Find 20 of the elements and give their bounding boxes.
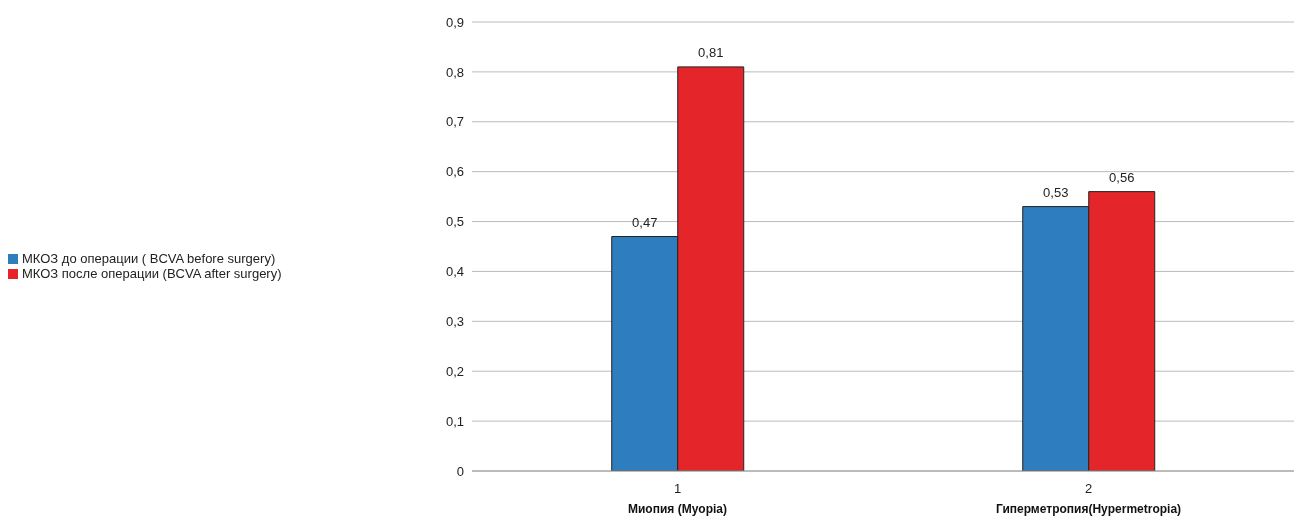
y-tick-label: 0,4 (445, 264, 464, 280)
y-tick-label: 0,2 (445, 363, 464, 379)
y-tick-label: 0,7 (445, 114, 464, 130)
y-tick-label: 0,5 (445, 214, 464, 230)
y-tick-label: 0,6 (445, 164, 464, 180)
text: Миопия (Myopia) (628, 502, 727, 516)
data-label: 0,53 (1043, 184, 1069, 200)
y-tick-label: 0,1 (445, 413, 464, 429)
legend-label: МКОЗ после операции (BCVA after surgery) (22, 265, 282, 281)
data-label: 0,81 (698, 44, 724, 60)
x-tick-label: 1 (673, 481, 682, 496)
data-label: 0,47 (632, 214, 658, 230)
x-tick-label: 2 (1084, 481, 1093, 496)
text: Гиперметропия(Hypermetropia) (995, 502, 1182, 516)
y-tick-label: 0 (456, 463, 464, 479)
y-tick-label: 0,3 (445, 313, 464, 329)
y-tick-label: 0,9 (445, 14, 464, 30)
legend-label: МКОЗ до операции ( BCVA before surgery) (22, 250, 276, 266)
data-label: 0,56 (1109, 169, 1135, 185)
y-tick-label: 0,8 (445, 64, 464, 80)
